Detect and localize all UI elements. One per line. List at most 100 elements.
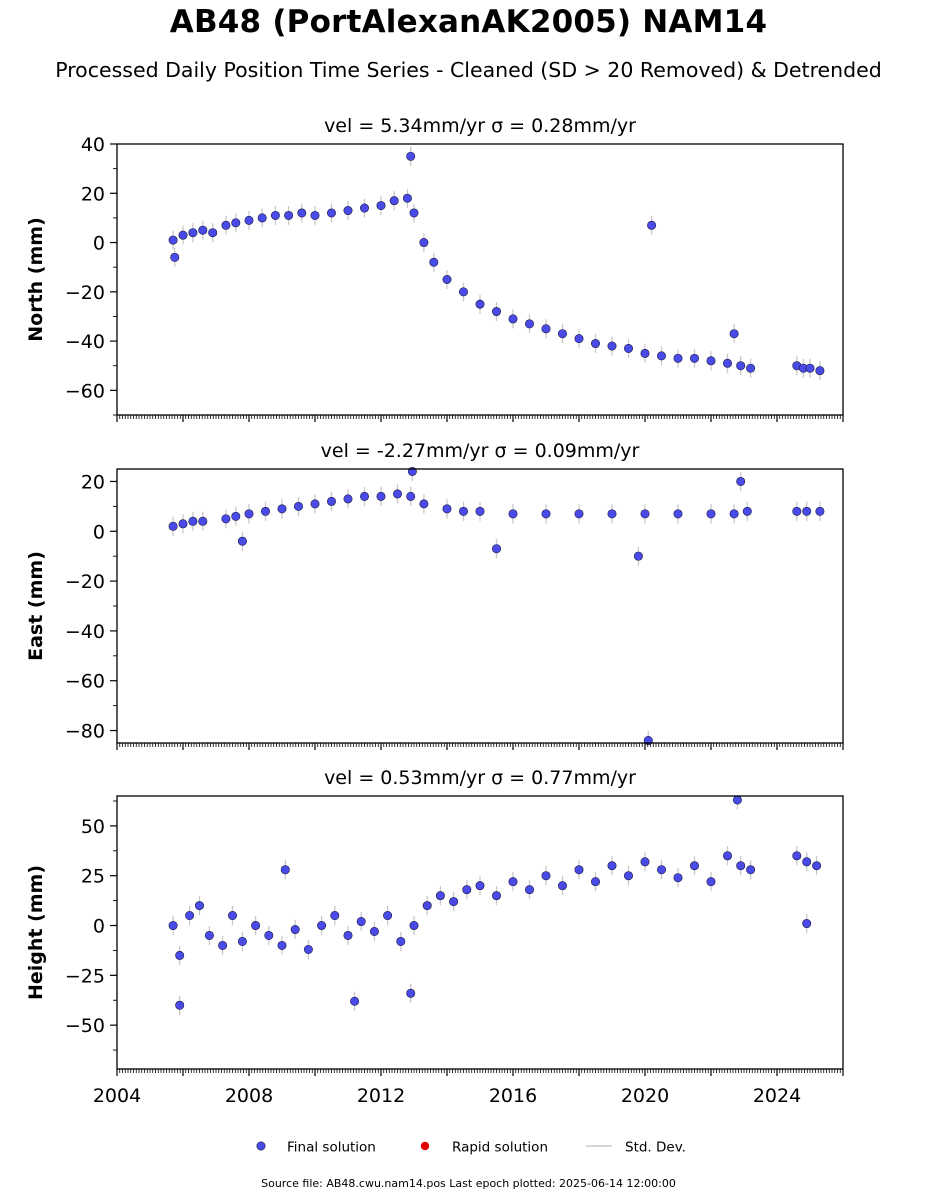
east-points bbox=[168, 466, 825, 746]
height-final-point bbox=[802, 857, 812, 867]
east-final-point bbox=[293, 501, 303, 511]
north-final-point bbox=[419, 238, 429, 248]
height-final-point bbox=[168, 921, 178, 931]
height-xtick-label: 2012 bbox=[357, 1085, 405, 1107]
east-final-point bbox=[792, 506, 802, 516]
north-final-point bbox=[508, 314, 518, 324]
north-final-point bbox=[736, 361, 746, 371]
height-final-point bbox=[491, 891, 501, 901]
height-ytick-label: −25 bbox=[65, 965, 105, 987]
north-final-point bbox=[310, 210, 320, 220]
east-final-point bbox=[244, 509, 254, 519]
height-yticks: 50 25 0 −25 −50 bbox=[65, 800, 117, 1051]
north-final-point bbox=[257, 213, 267, 223]
east-final-point bbox=[607, 509, 617, 519]
height-final-point bbox=[607, 861, 617, 871]
height-final-point bbox=[422, 901, 432, 911]
height-final-point bbox=[237, 936, 247, 946]
north-final-point bbox=[198, 225, 208, 235]
north-final-point bbox=[168, 235, 178, 245]
height-final-point bbox=[290, 925, 300, 935]
north-final-point bbox=[170, 252, 180, 262]
height-final-point bbox=[175, 1000, 185, 1010]
east-panel: vel = -2.27mm/yr σ = 0.09mm/yr East (mm) 2… bbox=[25, 440, 844, 750]
east-final-point bbox=[221, 514, 231, 524]
source-footer: Source file: AB48.cwu.nam14.pos Last epo… bbox=[261, 1177, 676, 1190]
east-final-point bbox=[508, 509, 518, 519]
east-final-point bbox=[633, 551, 643, 561]
north-final-point bbox=[673, 353, 683, 363]
north-final-point bbox=[491, 307, 501, 317]
north-final-point bbox=[640, 348, 650, 358]
east-final-point bbox=[815, 506, 825, 516]
height-final-point bbox=[317, 921, 327, 931]
height-final-point bbox=[204, 930, 214, 940]
east-final-point bbox=[237, 536, 247, 546]
height-final-point bbox=[722, 851, 732, 861]
north-final-point bbox=[647, 220, 657, 230]
north-final-point bbox=[524, 319, 534, 329]
east-ytick-label: −80 bbox=[65, 721, 105, 743]
north-final-point bbox=[284, 210, 294, 220]
north-yticks: 40 20 0 −20 −40 −60 bbox=[65, 134, 117, 416]
north-final-point bbox=[376, 201, 386, 211]
north-ylabel: North (mm) bbox=[25, 217, 47, 342]
east-final-point bbox=[168, 521, 178, 531]
east-final-point bbox=[359, 491, 369, 501]
north-final-point bbox=[409, 208, 419, 218]
north-ytick-label: 40 bbox=[81, 134, 105, 156]
north-axes-frame bbox=[116, 143, 844, 416]
east-ylabel: East (mm) bbox=[25, 551, 47, 661]
height-final-point bbox=[303, 944, 313, 954]
legend-rapid-marker bbox=[420, 1141, 430, 1151]
north-ytick-label: 20 bbox=[81, 183, 105, 205]
east-final-point bbox=[277, 504, 287, 514]
height-ytick-label: −50 bbox=[65, 1015, 105, 1037]
height-xtick-label: 2016 bbox=[489, 1085, 537, 1107]
height-final-point bbox=[343, 930, 353, 940]
height-xtick-label: 2020 bbox=[621, 1085, 669, 1107]
height-final-point bbox=[218, 940, 228, 950]
height-final-point bbox=[280, 865, 290, 875]
east-final-point bbox=[392, 489, 402, 499]
north-final-point bbox=[208, 228, 218, 238]
north-final-point bbox=[326, 208, 336, 218]
north-final-point bbox=[406, 151, 416, 161]
height-final-point bbox=[673, 873, 683, 883]
height-ytick-label: 25 bbox=[81, 866, 105, 888]
height-final-point bbox=[195, 901, 205, 911]
height-final-point bbox=[383, 911, 393, 921]
height-final-point bbox=[732, 795, 742, 805]
height-final-point bbox=[277, 940, 287, 950]
north-final-point bbox=[343, 206, 353, 216]
height-final-point bbox=[264, 930, 274, 940]
height-final-point bbox=[812, 861, 822, 871]
east-ytick-label: 0 bbox=[93, 521, 105, 543]
east-final-point bbox=[188, 516, 198, 526]
legend-final-label: Final solution bbox=[287, 1140, 376, 1156]
east-final-point bbox=[419, 499, 429, 509]
height-final-point bbox=[792, 851, 802, 861]
height-points bbox=[168, 795, 822, 1015]
north-final-point bbox=[541, 324, 551, 334]
east-final-point bbox=[260, 506, 270, 516]
height-final-point bbox=[736, 861, 746, 871]
north-final-point bbox=[689, 353, 699, 363]
east-final-point bbox=[475, 506, 485, 516]
height-final-point bbox=[228, 911, 238, 921]
east-panel-title: vel = -2.27mm/yr σ = 0.09mm/yr bbox=[321, 440, 640, 462]
figure-title: AB48 (PortAlexanAK2005) NAM14 bbox=[169, 4, 768, 40]
height-final-point bbox=[356, 917, 366, 927]
legend-rapid-label: Rapid solution bbox=[452, 1140, 548, 1156]
east-final-point bbox=[343, 494, 353, 504]
north-final-point bbox=[442, 274, 452, 284]
figure-subtitle: Processed Daily Position Time Series - C… bbox=[55, 58, 882, 82]
east-xticks bbox=[116, 743, 844, 750]
height-final-point bbox=[396, 936, 406, 946]
east-final-point bbox=[198, 516, 208, 526]
height-final-point bbox=[475, 881, 485, 891]
north-final-point bbox=[815, 366, 825, 376]
east-ytick-label: −40 bbox=[65, 621, 105, 643]
north-final-point bbox=[557, 329, 567, 339]
east-final-point bbox=[673, 509, 683, 519]
